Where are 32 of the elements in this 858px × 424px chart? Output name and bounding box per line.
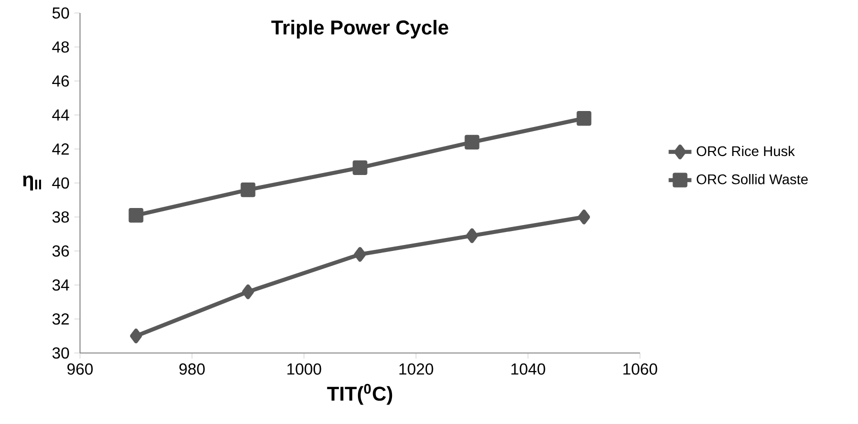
point bbox=[464, 134, 480, 150]
y-tick-label: 36 bbox=[52, 245, 69, 257]
y-tick-label: 34 bbox=[52, 279, 70, 291]
x-tick-label: 1000 bbox=[287, 363, 322, 375]
point bbox=[352, 160, 368, 176]
y-axis-title: η$_{II}$ bbox=[23, 176, 42, 190]
legend-label: ORC Sollid Waste bbox=[696, 174, 808, 184]
y-tick-label: 48 bbox=[52, 41, 69, 53]
point bbox=[576, 111, 592, 126]
legend-label: ORC Rice Husk bbox=[696, 146, 795, 156]
y-tick-label: 42 bbox=[52, 143, 69, 155]
x-tick-label: 1040 bbox=[511, 363, 546, 375]
y-tick-label: 40 bbox=[52, 177, 69, 189]
y-tick-label: 44 bbox=[52, 109, 70, 120]
point bbox=[578, 210, 590, 224]
point bbox=[354, 247, 366, 262]
y-tick-label: 46 bbox=[52, 75, 69, 87]
x-axis-title: TIT($^{0}$C) bbox=[327, 384, 392, 405]
x-tick-label: 1060 bbox=[623, 363, 658, 375]
point bbox=[240, 182, 256, 198]
y-tick-label: 30 bbox=[52, 347, 69, 359]
point bbox=[130, 328, 142, 344]
point bbox=[466, 228, 478, 244]
chart-title: Triple Power Cycle bbox=[271, 20, 448, 39]
y-tick-label: 50 bbox=[52, 7, 69, 19]
point bbox=[242, 284, 254, 300]
x-tick-label: 960 bbox=[67, 363, 93, 375]
x-tick-label: 980 bbox=[179, 363, 205, 375]
y-tick-label: 38 bbox=[52, 211, 69, 223]
point bbox=[128, 208, 144, 223]
x-tick-label: 1020 bbox=[399, 363, 434, 375]
y-tick-label: 32 bbox=[52, 313, 69, 325]
